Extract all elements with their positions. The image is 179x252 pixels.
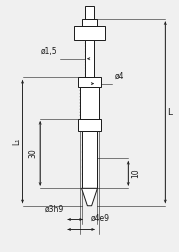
Polygon shape <box>78 118 101 131</box>
Polygon shape <box>82 131 97 188</box>
Text: ø4: ø4 <box>115 72 124 81</box>
Polygon shape <box>83 19 96 26</box>
Text: L: L <box>167 108 172 117</box>
Text: 30: 30 <box>29 148 38 158</box>
Text: L₁: L₁ <box>13 138 22 145</box>
Polygon shape <box>85 40 94 77</box>
Text: ø4e9: ø4e9 <box>91 214 110 223</box>
Polygon shape <box>78 77 101 87</box>
Text: ø3h9: ø3h9 <box>45 204 64 213</box>
Polygon shape <box>82 188 97 206</box>
Text: ø1,5: ø1,5 <box>41 47 57 56</box>
Polygon shape <box>80 87 99 118</box>
Polygon shape <box>85 6 94 19</box>
Polygon shape <box>74 26 105 40</box>
Text: 10: 10 <box>131 169 140 178</box>
